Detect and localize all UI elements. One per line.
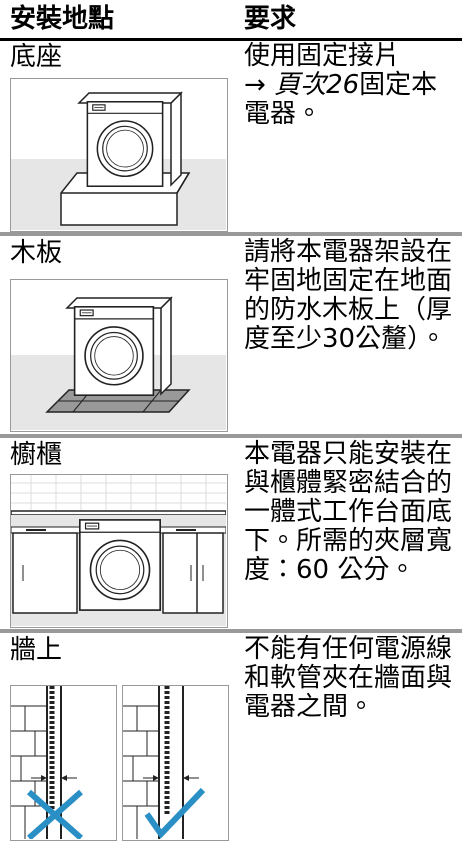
drawing [11, 686, 83, 839]
requirement: 請將本電器架設在牢固地固定在地面的防水木板上（厚度至少30公釐）。 [244, 237, 453, 354]
header-rule [0, 38, 462, 41]
text: 使用固定接片 [244, 41, 401, 71]
location: 櫥櫃 [10, 440, 63, 470]
text: 固定本電器。 [244, 70, 438, 129]
drawing [11, 296, 226, 430]
illustration-cabinet [10, 474, 228, 628]
illustration-wall-wrong [10, 685, 117, 841]
row-rule [0, 434, 462, 438]
row-rule [0, 232, 462, 236]
illustration-wall-correct [122, 685, 229, 841]
requirement: 不能有任何電源線和軟管夾在牆面與電器之間。 [244, 634, 453, 722]
header-requirement: 要求 [244, 4, 297, 34]
drawing [11, 91, 226, 230]
location: 底座 [10, 42, 63, 72]
illustration-wood-board [10, 279, 228, 432]
requirement: 本電器只能安裝在與櫃體緊密結合的一體式工作台面底下。所需的夾層寬度：60 公分。 [244, 439, 453, 585]
drawing [123, 686, 206, 839]
arrow: → [244, 70, 266, 100]
row-rule [0, 629, 462, 633]
header-location: 安裝地點 [10, 4, 115, 34]
location: 牆上 [10, 635, 63, 665]
illustration-pedestal [10, 78, 228, 232]
page-ref: 頁次26 [274, 70, 360, 100]
location: 木板 [10, 238, 63, 268]
drawing [11, 475, 226, 626]
requirement: 使用固定接片 → 頁次26固定本電器。 [244, 42, 460, 129]
